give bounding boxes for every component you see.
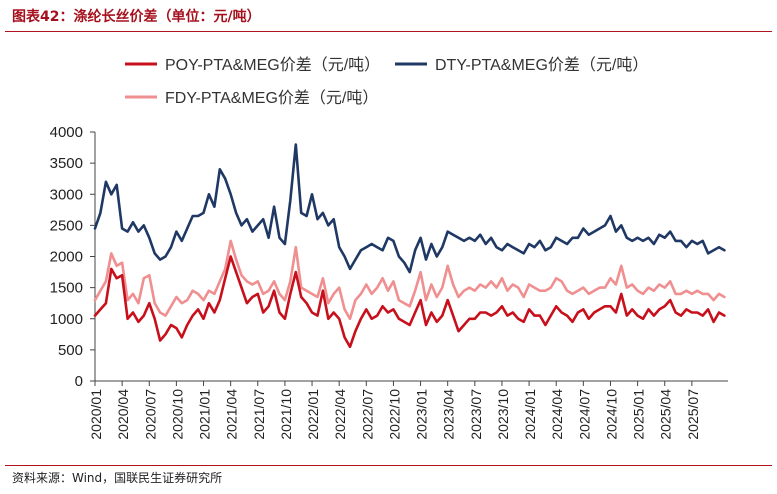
x-tick-label: 2021/04 xyxy=(224,389,240,440)
x-tick-label: 2020/10 xyxy=(169,389,185,440)
y-tick-label: 2000 xyxy=(50,249,83,266)
x-tick-label: 2022/07 xyxy=(359,389,375,440)
y-tick-label: 4000 xyxy=(50,124,83,141)
legend-label: POY-PTA&MEG价差（元/吨） xyxy=(165,56,380,74)
y-tick-label: 3000 xyxy=(50,186,83,203)
x-tick-label: 2022/04 xyxy=(332,389,348,440)
x-tick-label: 2023/01 xyxy=(414,389,430,440)
x-tick-label: 2021/07 xyxy=(251,389,267,440)
x-tick-label: 2023/04 xyxy=(441,389,457,440)
x-tick-label: 2020/07 xyxy=(142,389,158,440)
y-axis: 0 500 1000 1500 2000 2500 3000 3500 4000 xyxy=(50,124,96,390)
x-axis: 2020/01 2020/04 2020/07 2020/10 2021/01 2021/… xyxy=(88,380,728,440)
x-tick-label: 2023/10 xyxy=(495,389,511,440)
x-tick-label: 2024/01 xyxy=(522,389,538,440)
legend-label: FDY-PTA&MEG价差（元/吨） xyxy=(165,89,378,107)
chart-series xyxy=(93,143,726,349)
x-tick-label: 2025/07 xyxy=(685,389,701,440)
x-tick-label: 2022/10 xyxy=(386,389,402,440)
x-tick-label: 2020/04 xyxy=(115,389,131,440)
x-tick-label: 2024/10 xyxy=(603,389,619,440)
x-tick-label: 2020/01 xyxy=(88,389,104,440)
x-tick-label: 2023/07 xyxy=(468,389,484,440)
figure-title: 图表42：涤纶长丝价差（单位：元/吨） xyxy=(12,9,261,25)
series-line xyxy=(93,143,726,274)
x-tick-label: 2022/01 xyxy=(305,389,321,440)
y-tick-label: 500 xyxy=(58,342,83,359)
x-tick-label: 2021/10 xyxy=(278,389,294,440)
chart-legend: POY-PTA&MEG价差（元/吨） DTY-PTA&MEG价差（元/吨） FDY-… xyxy=(125,56,648,107)
series-line xyxy=(93,255,726,349)
x-tick-label: 2025/04 xyxy=(658,389,674,440)
source-note: 资料来源：Wind，国联民生证券研究所 xyxy=(12,471,223,485)
x-tick-label: 2021/01 xyxy=(197,389,213,440)
footer-rule xyxy=(5,465,772,466)
legend-label: DTY-PTA&MEG价差（元/吨） xyxy=(435,56,648,74)
series-line xyxy=(93,239,726,321)
header-rule xyxy=(5,31,772,32)
x-tick-label: 2024/04 xyxy=(549,389,565,440)
y-tick-label: 1000 xyxy=(50,311,83,328)
y-tick-label: 1500 xyxy=(50,280,83,297)
x-tick-label: 2024/07 xyxy=(576,389,592,440)
y-tick-label: 0 xyxy=(75,373,83,390)
y-tick-label: 3500 xyxy=(50,155,83,172)
x-tick-label: 2025/01 xyxy=(631,389,647,440)
y-tick-label: 2500 xyxy=(50,217,83,234)
